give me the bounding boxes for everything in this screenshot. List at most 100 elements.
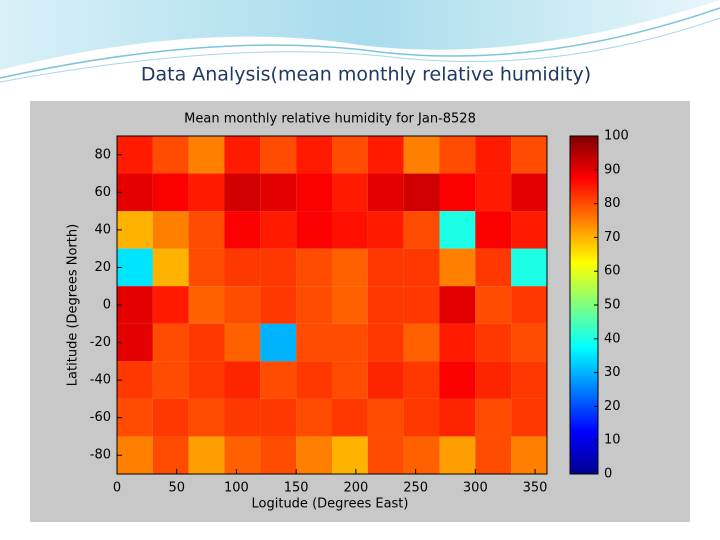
heatmap-cell [475,211,512,249]
y-tick-label: -80 [90,448,111,463]
slide-title: Data Analysis(mean monthly relative humi… [141,64,591,86]
heatmap-cell [296,361,332,399]
heatmap-cell [511,211,547,249]
heatmap-cell [224,136,261,174]
heatmap-cell [117,398,153,437]
heatmap-cell [439,323,476,362]
heatmap-cell [224,398,261,437]
heatmap-cell [296,323,332,362]
colorbar-tick-label: 10 [604,433,621,448]
heatmap-cell [152,248,189,287]
heatmap-cell [332,323,368,362]
header-line [0,17,720,83]
heatmap-cell [117,136,153,174]
x-axis-label: Logitude (Degrees East) [252,497,409,512]
heatmap-cell [367,173,404,212]
heatmap-cell [403,436,440,474]
colorbar-tick-label: 20 [604,399,621,414]
heatmap-cell [439,211,476,249]
colorbar-tick-label: 70 [604,230,621,245]
heatmap-cell [260,398,297,437]
heatmap-cell [188,173,225,212]
x-tick-label: 0 [113,481,121,496]
heatmap-cell [511,361,547,399]
header-swoosh [0,0,720,70]
heatmap-cell [224,248,261,287]
x-tick-label: 250 [403,481,428,496]
heatmap-cell [224,436,261,474]
heatmap-cell [152,173,189,212]
x-tick-label: 350 [523,481,548,496]
heatmap-cell [332,211,368,249]
heatmap-cell [188,286,225,324]
colorbar-tick-label: 60 [604,264,621,279]
heatmap-cell [152,323,189,362]
heatmap [117,136,547,474]
colorbar-tick-label: 100 [604,129,629,144]
heatmap-cell [296,286,332,324]
heatmap-cell [260,173,297,212]
heatmap-cell [403,398,440,437]
x-tick-label: 100 [224,481,249,496]
heatmap-cell [332,286,368,324]
heatmap-cell [367,211,404,249]
heatmap-cell [152,398,189,437]
heatmap-cell [188,361,225,399]
heatmap-cell [439,136,476,174]
heatmap-cell [439,286,476,324]
y-tick-label: -20 [90,335,111,350]
heatmap-cell [332,136,368,174]
heatmap-cell [367,136,404,174]
heatmap-cell [260,248,297,287]
heatmap-cell [403,323,440,362]
heatmap-cell [296,398,332,437]
heatmap-cell [332,173,368,212]
heatmap-cell [511,286,547,324]
heatmap-cell [188,323,225,362]
heatmap-cell [117,323,153,362]
heatmap-cell [403,136,440,174]
heatmap-cell [367,398,404,437]
heatmap-cell [403,361,440,399]
heatmap-cell [475,398,512,437]
heatmap-cell [224,323,261,362]
header-line [0,7,720,79]
heatmap-cell [367,286,404,324]
heatmap-cell [332,398,368,437]
heatmap-cell [117,286,153,324]
heatmap-cell [475,136,512,174]
heatmap-cell [260,436,297,474]
colorbar-tick-label: 50 [604,298,621,313]
heatmap-cell [332,436,368,474]
heatmap-cell [260,211,297,249]
x-tick-label: 150 [284,481,309,496]
heatmap-cell [403,173,440,212]
y-tick-label: 40 [94,222,111,237]
colorbar-tick-label: 0 [604,467,612,482]
heatmap-cell [117,173,153,212]
heatmap-cell [188,436,225,474]
heatmap-cell [296,248,332,287]
heatmap-cell [367,323,404,362]
colorbar-tick-label: 90 [604,162,621,177]
heatmap-cell [224,211,261,249]
heatmap-cell [475,361,512,399]
y-tick-label: 60 [94,185,111,200]
colorbar-tick-label: 30 [604,365,621,380]
heatmap-cell [260,136,297,174]
heatmap-cell [511,173,547,212]
heatmap-cell [152,286,189,324]
heatmap-cell [260,323,297,362]
heatmap-cell [224,173,261,212]
x-tick-label: 200 [343,481,368,496]
heatmap-cell [475,286,512,324]
heatmap-cell [188,136,225,174]
y-tick-label: 0 [103,298,111,313]
heatmap-cell [296,173,332,212]
heatmap-cell [511,136,547,174]
y-tick-label: 80 [94,147,111,162]
heatmap-cell [511,436,547,474]
heatmap-cell [439,398,476,437]
